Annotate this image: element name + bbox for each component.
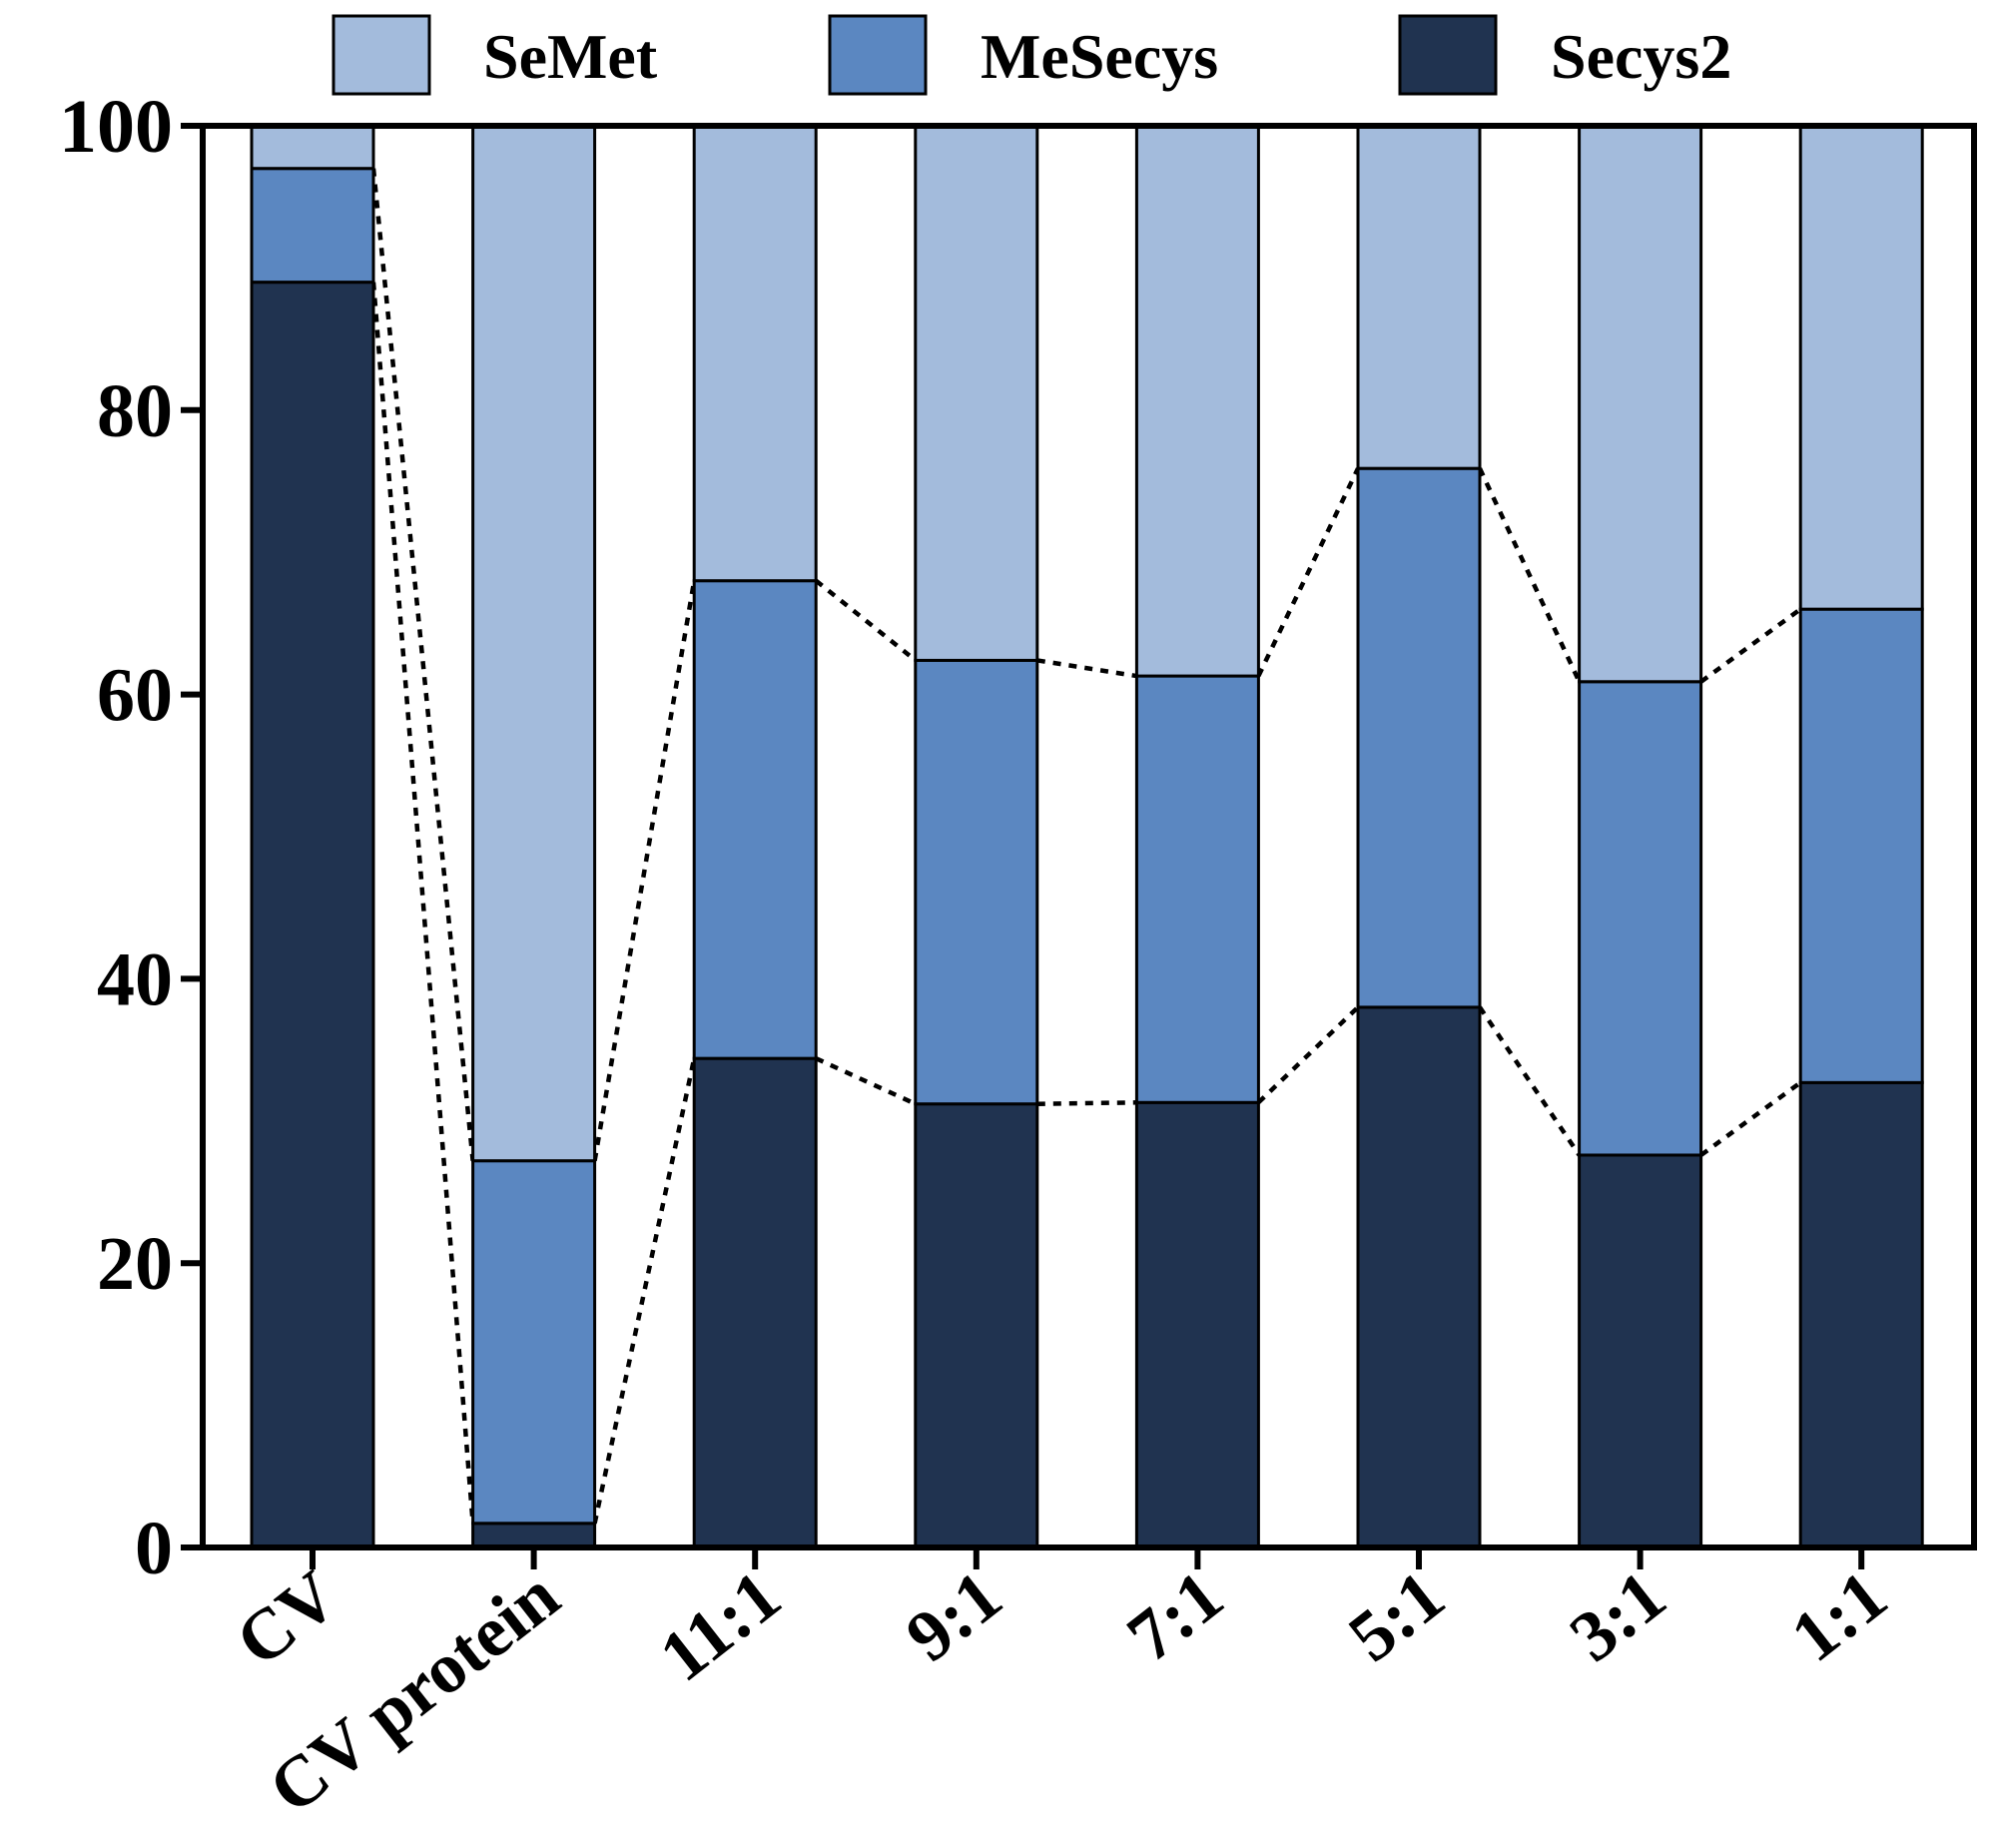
y-tick-label-60: 60 <box>97 654 173 738</box>
bar-segment-semet-1 <box>471 124 597 1163</box>
plot-frame <box>200 123 1977 1550</box>
bar-segment-secys2-4 <box>1134 1100 1260 1549</box>
bar-segment-semet-4 <box>1134 124 1260 678</box>
bar-segment-secys2-6 <box>1578 1153 1703 1549</box>
connector-line-level0-3 <box>1036 1100 1137 1106</box>
legend-label-semet: SeMet <box>483 21 658 92</box>
connector-line-level0-0 <box>370 282 475 1524</box>
connector-line-level1-5 <box>1477 467 1582 683</box>
connector-line-level1-4 <box>1256 467 1361 678</box>
bar-segment-mesecys-4 <box>1134 674 1260 1104</box>
connector-line-level0-5 <box>1478 1005 1582 1157</box>
bar-segment-semet-3 <box>914 124 1039 662</box>
y-tick-label-100: 100 <box>59 85 173 169</box>
bar-segment-secys2-3 <box>914 1102 1039 1549</box>
y-tick-label-40: 40 <box>97 937 173 1021</box>
connector-line-level1-1 <box>592 580 697 1162</box>
bar-segment-secys2-5 <box>1356 1005 1482 1549</box>
connector-line-level1-2 <box>814 578 918 663</box>
legend-swatch-mesecys <box>828 14 928 96</box>
bar-segment-mesecys-7 <box>1798 607 1924 1084</box>
bar-segment-secys2-1 <box>471 1522 597 1549</box>
y-tick-label-20: 20 <box>97 1222 173 1306</box>
x-tick-label-6: 3:1 <box>1556 1555 1680 1677</box>
connector-line-level1-0 <box>370 168 475 1161</box>
bar-segment-mesecys-2 <box>692 579 818 1060</box>
bar-segment-semet-0 <box>250 124 375 171</box>
bar-segment-secys2-2 <box>692 1056 818 1549</box>
legend: SeMet MeSecys Secys2 <box>332 14 1731 96</box>
connector-line-level0-1 <box>592 1057 697 1525</box>
y-tick-label-0: 0 <box>135 1507 173 1590</box>
connector-line-level0-2 <box>815 1056 917 1106</box>
connector-line-level0-6 <box>1699 1080 1802 1157</box>
bar-segment-semet-6 <box>1578 124 1703 684</box>
connector-line-level0-4 <box>1256 1005 1360 1104</box>
bar-segment-semet-7 <box>1798 124 1924 611</box>
y-tick-label-80: 80 <box>97 369 173 453</box>
x-tick-label-3: 9:1 <box>892 1555 1016 1677</box>
connector-line-level1-3 <box>1036 658 1137 679</box>
bar-segment-mesecys-5 <box>1356 466 1482 1009</box>
bar-segment-mesecys-6 <box>1578 680 1703 1157</box>
x-tick-label-0: CV <box>222 1555 352 1682</box>
legend-label-mesecys: MeSecys <box>981 21 1218 92</box>
x-tick-label-5: 5:1 <box>1334 1555 1459 1677</box>
x-tick-label-7: 1:1 <box>1776 1555 1901 1677</box>
bar-segment-secys2-0 <box>250 281 375 1549</box>
x-tick-label-2: 11:1 <box>645 1555 795 1697</box>
legend-swatch-secys2 <box>1398 14 1498 96</box>
bar-segment-semet-2 <box>692 124 818 583</box>
connector-lines <box>370 168 1802 1525</box>
bar-segment-secys2-7 <box>1798 1080 1924 1549</box>
bar-segment-semet-5 <box>1356 124 1482 470</box>
connector-line-level1-6 <box>1699 607 1802 684</box>
bar-segment-mesecys-0 <box>250 167 375 285</box>
legend-swatch-semet <box>332 14 431 96</box>
bar-segment-mesecys-1 <box>471 1159 597 1526</box>
bars <box>250 124 1924 1549</box>
bar-segment-mesecys-3 <box>914 658 1039 1106</box>
legend-label-secys2: Secys2 <box>1551 21 1731 92</box>
x-tick-label-4: 7:1 <box>1112 1555 1237 1677</box>
